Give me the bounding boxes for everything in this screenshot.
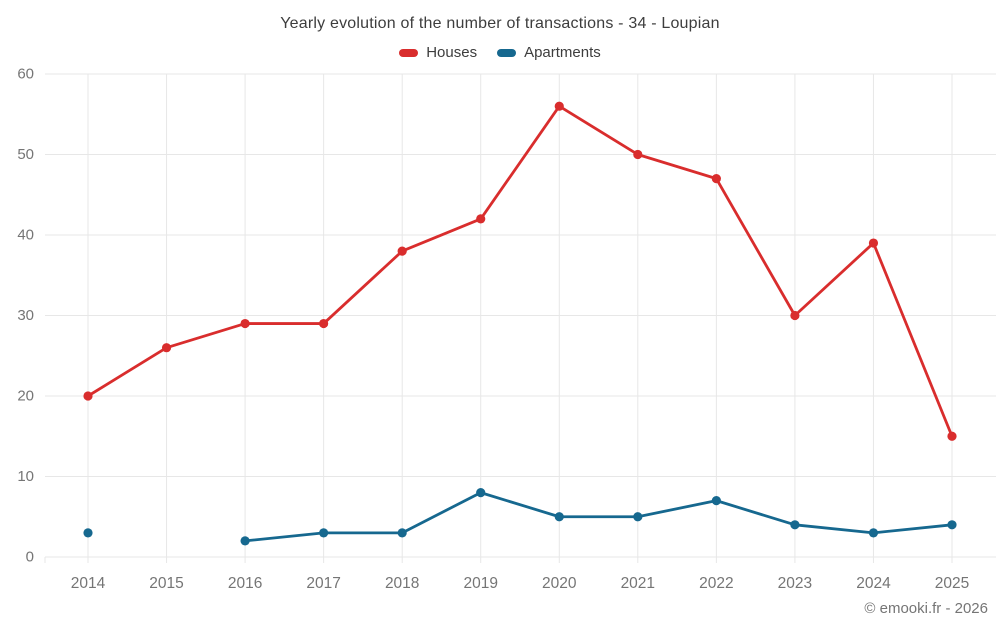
chart-legend: Houses Apartments (0, 44, 1000, 61)
houses-data-point (397, 246, 407, 256)
y-axis-tick-label: 50 (17, 146, 34, 163)
houses-data-point (790, 310, 800, 321)
y-axis-tick-label: 30 (17, 307, 34, 324)
houses-data-point (554, 101, 564, 111)
apartments-data-point (790, 520, 800, 530)
x-axis-tick-label: 2023 (778, 575, 812, 592)
x-axis-tick-label: 2025 (935, 575, 969, 592)
apartments-data-point (554, 512, 564, 522)
apartments-data-point (319, 528, 329, 538)
houses-data-point (161, 343, 172, 353)
houses-series-swatch-icon (399, 48, 419, 57)
apartments-data-point (633, 512, 643, 522)
x-axis-tick-label: 2015 (149, 575, 183, 592)
x-axis-tick-label: 2014 (71, 575, 106, 592)
x-axis-tick-label: 2021 (621, 575, 655, 592)
houses-data-point (476, 214, 486, 224)
x-axis-tick-label: 2024 (856, 575, 891, 592)
x-axis-tick-label: 2016 (228, 575, 262, 592)
chart-title: Yearly evolution of the number of transa… (280, 15, 720, 32)
apartments-data-point (240, 536, 250, 546)
legend-item-houses[interactable]: Houses (399, 44, 477, 61)
y-axis-tick-label: 60 (17, 66, 34, 83)
apartments-data-point (868, 528, 879, 538)
copyright-watermark: © emooki.fr - 2026 (864, 600, 988, 617)
apartments-data-point (711, 496, 721, 506)
y-axis-tick-label: 20 (17, 388, 34, 405)
houses-data-point (240, 318, 250, 329)
houses-data-point (868, 238, 879, 248)
houses-series-line (86, 104, 954, 438)
houses-data-point (319, 318, 329, 329)
y-axis-tick-label: 40 (17, 227, 34, 244)
apartments-data-point (476, 488, 486, 498)
apartments-series-line (243, 491, 954, 543)
legend-item-apartments[interactable]: Apartments (497, 44, 601, 61)
x-axis-tick-label: 2018 (385, 575, 419, 592)
apartments-series-swatch-icon (497, 48, 517, 57)
x-axis-tick-label: 2019 (463, 575, 497, 592)
apartments-data-point (397, 528, 407, 538)
houses-data-point (83, 391, 93, 401)
x-axis-tick-label: 2022 (699, 575, 733, 592)
legend-label-apartments: Apartments (524, 44, 601, 61)
houses-data-point (947, 431, 957, 441)
x-axis-tick-label: 2017 (306, 575, 340, 592)
houses-data-point (711, 174, 721, 184)
y-axis-tick-label: 0 (26, 549, 34, 566)
apartments-data-point (947, 520, 957, 530)
y-axis-tick-label: 10 (17, 468, 34, 485)
legend-label-houses: Houses (426, 44, 478, 61)
apartments-data-point (83, 528, 93, 538)
houses-data-point (633, 149, 643, 160)
x-axis-tick-label: 2020 (542, 575, 577, 592)
